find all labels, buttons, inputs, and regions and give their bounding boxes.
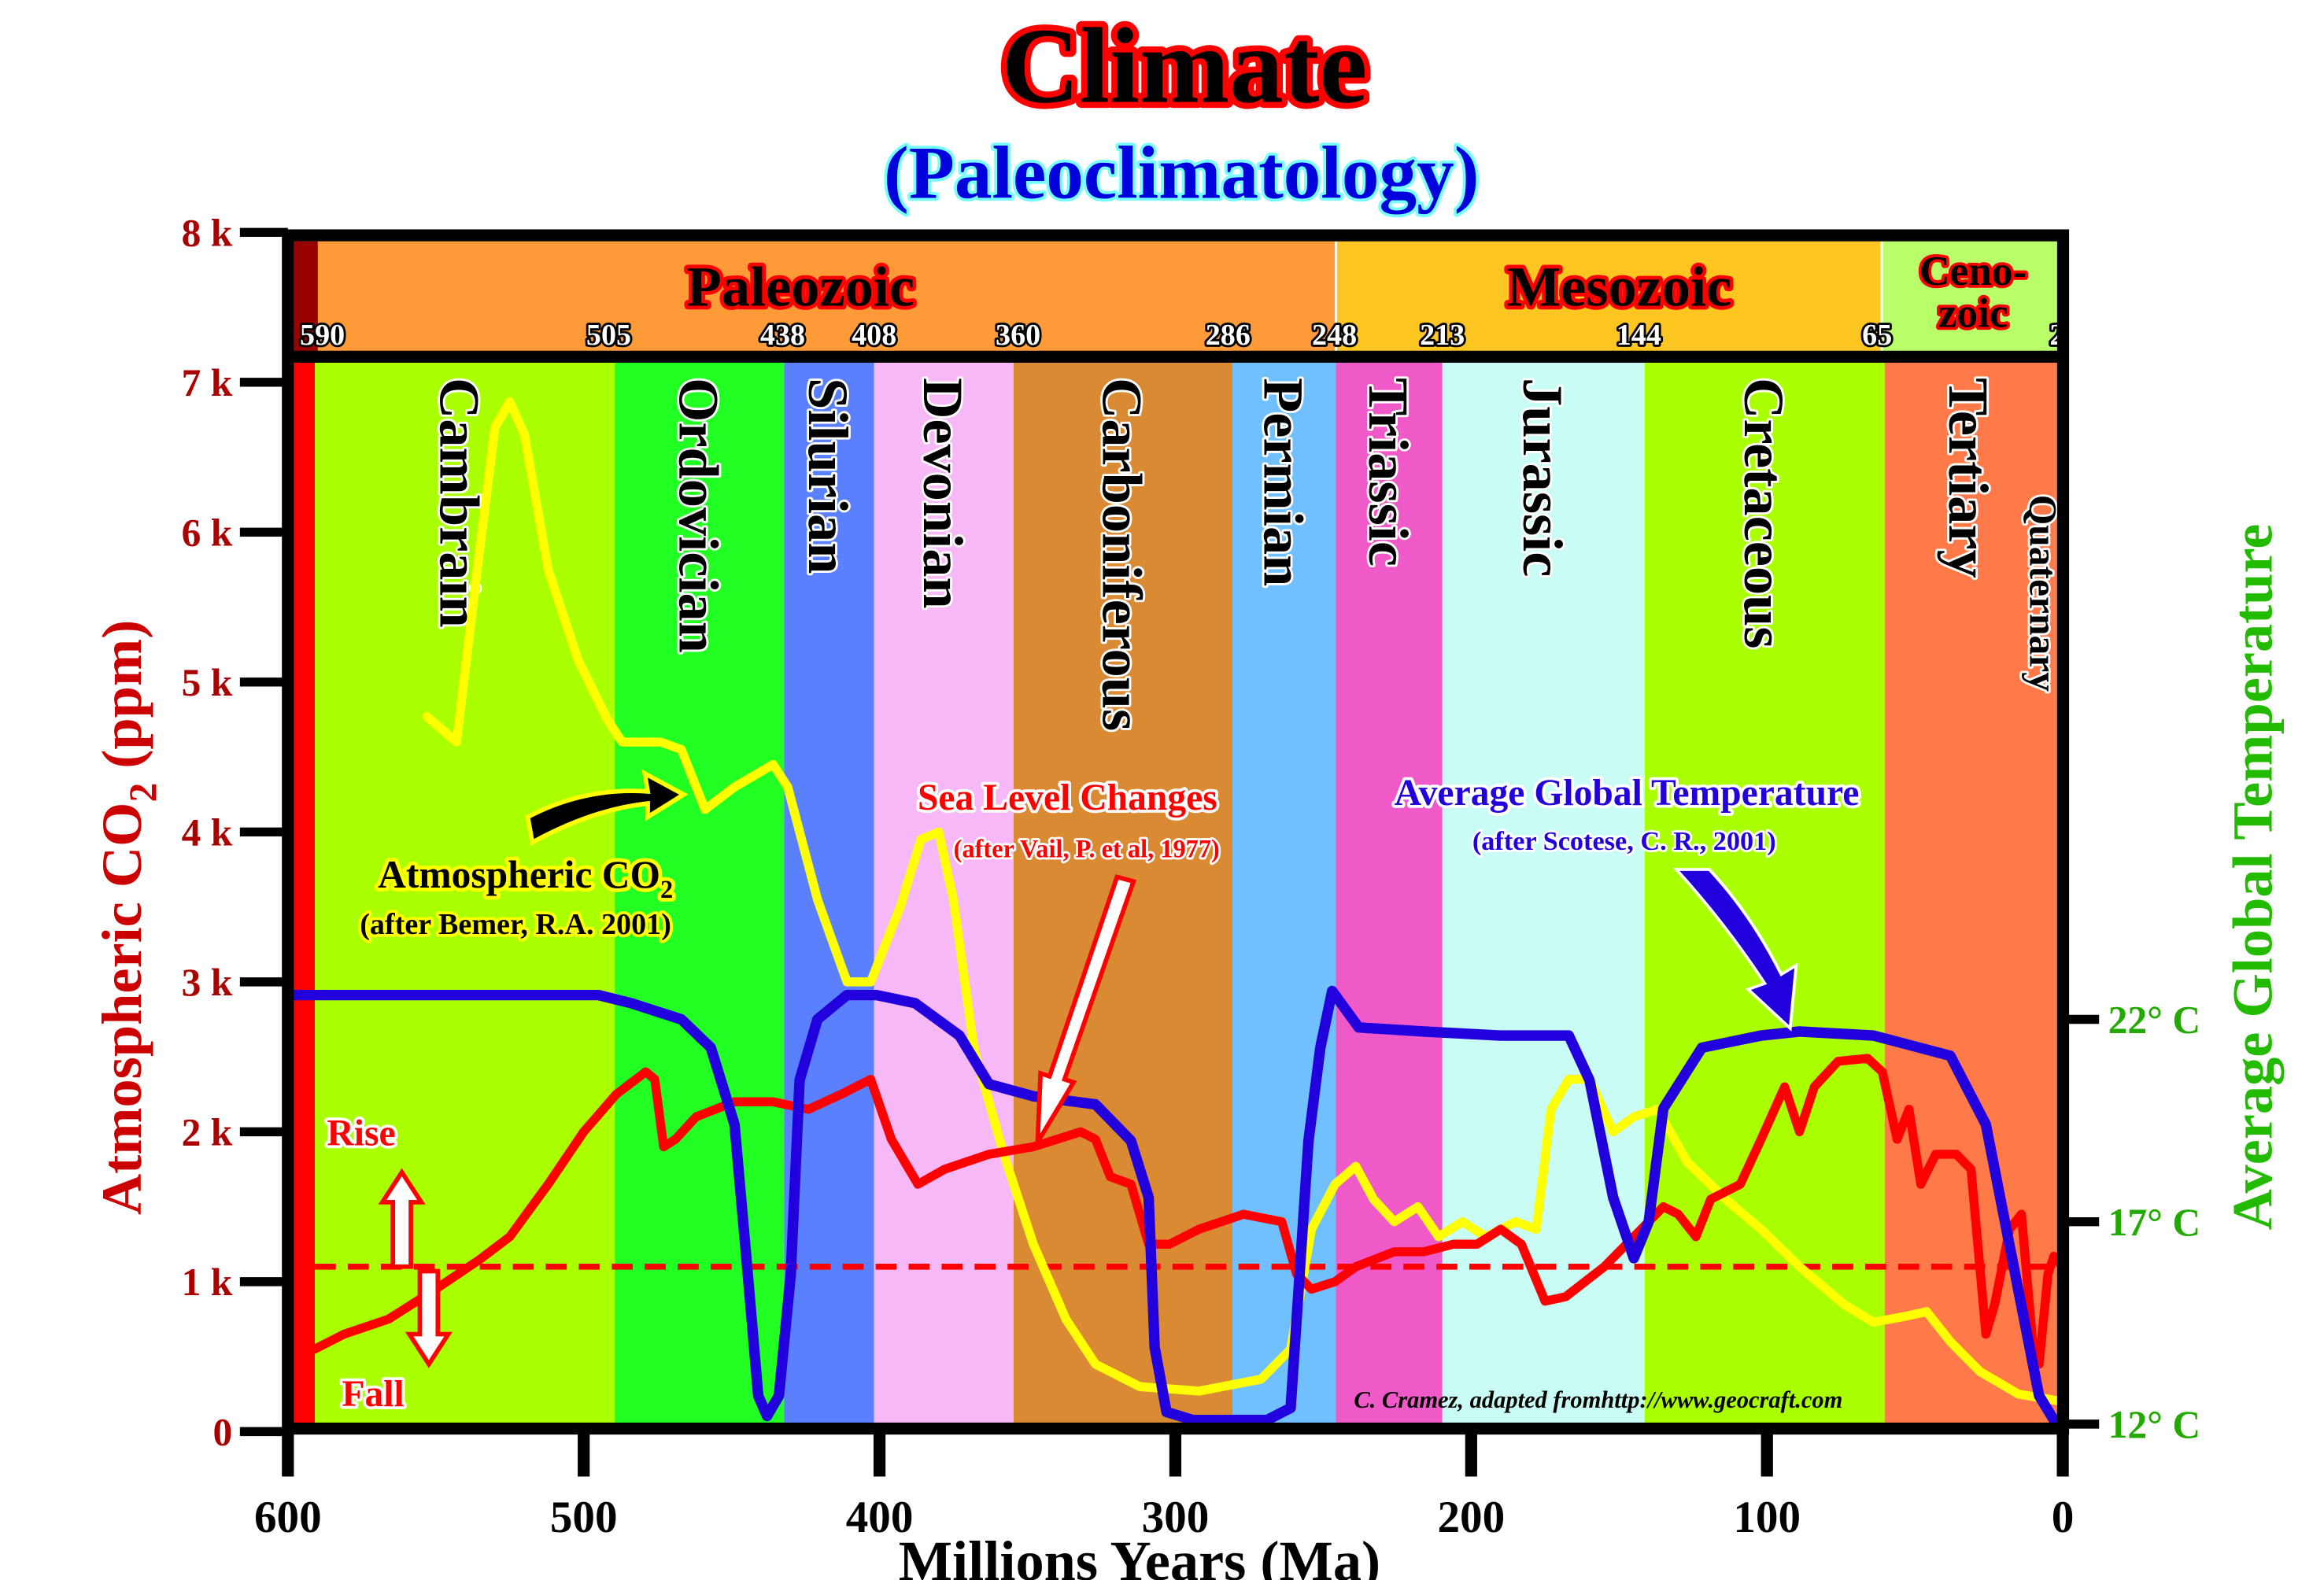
- y-left-tick-label: 5 k: [182, 661, 233, 704]
- rise-label: Rise: [327, 1113, 395, 1154]
- period-band-silurian: [784, 360, 874, 1427]
- period-label: Ordovician: [667, 378, 730, 653]
- co2-source: (after Bemer, R.A. 2001): [360, 908, 671, 941]
- period-label: Permian: [1251, 378, 1315, 586]
- era-strip: [294, 241, 318, 353]
- period-label: Silurian: [796, 378, 860, 574]
- series-line-co2: [422, 397, 2067, 1407]
- boundary-label: 144: [1616, 319, 1661, 352]
- sea-level-arrow: [1035, 874, 1137, 1144]
- x-tick-label: 300: [1142, 1493, 1210, 1542]
- era-bands: Paleozoic Mesozoic Ceno-zoic 590 505 438 408 36…: [294, 241, 2067, 354]
- y-left-tick-label: 1 k: [182, 1261, 233, 1304]
- credit-text: C. Cramez, adapted fromhttp://www.geocra…: [1354, 1386, 1842, 1413]
- y-left-tick-label: 8 k: [182, 211, 233, 254]
- fall-label: Fall: [342, 1374, 404, 1415]
- era-band: [317, 241, 1336, 353]
- y-left-tick-label: 7 k: [182, 361, 233, 404]
- x-axis-label: Millions Years (Ma): [899, 1529, 1380, 1580]
- temperature-source: (after Scotese, C. R., 2001): [1472, 826, 1776, 856]
- x-tick-label: 400: [846, 1493, 914, 1542]
- period-band-cretaceous: [1644, 360, 1885, 1427]
- period-band-jurassic: [1442, 360, 1645, 1427]
- period-band-permian: [1232, 360, 1336, 1427]
- period-labels: Cambrain Ordovician Silurian Devonian Carbon…: [426, 375, 2067, 733]
- series-line-temperature: [288, 985, 2060, 1426]
- era-label: zoic: [1938, 289, 2008, 336]
- x-tick-label: 100: [1733, 1493, 1801, 1542]
- fall-arrow-icon: [405, 1268, 453, 1368]
- annotations: Atmospheric CO2 (after Bemer, R.A. 2001)…: [324, 769, 1862, 1418]
- chart-title: Climate: [1002, 6, 1368, 126]
- boundary-label: 65: [1862, 319, 1892, 352]
- y-right-tick-label: 22° C: [2108, 999, 2200, 1042]
- boundary-label: 248: [1312, 319, 1357, 352]
- y-axis-right-label: Average Global Temperature: [2220, 524, 2284, 1231]
- precambrian-strip: [294, 360, 316, 1427]
- x-tick-label: 0: [2052, 1493, 2075, 1542]
- x-tick-label: 600: [254, 1493, 322, 1542]
- period-label: Jurassic: [1511, 378, 1575, 577]
- period-band-ordovician: [615, 360, 785, 1427]
- sea-level-source: (after Vail, P. et al, 1977): [954, 836, 1220, 864]
- y-left-tick-label: 2 k: [182, 1111, 233, 1154]
- period-label: Carboniferous: [1091, 378, 1155, 731]
- y-axis-left-label: Atmospheric CO2 (ppm): [90, 620, 164, 1216]
- period-band-devonian: [874, 360, 1014, 1427]
- x-tick-label: 200: [1437, 1493, 1505, 1542]
- era-label: Paleozoic: [687, 255, 914, 319]
- period-label: Devonian: [911, 378, 975, 609]
- y-left-tick-label: 0: [213, 1411, 233, 1454]
- era-band: [1336, 241, 1882, 353]
- chart-subtitle: (Paleoclimatology): [884, 131, 1479, 214]
- co2-label: Atmospheric CO2: [378, 853, 673, 904]
- boundary-label: 213: [1420, 319, 1465, 352]
- y-right-tick-label: 12° C: [2108, 1403, 2200, 1446]
- series-line-sea-level: [310, 1054, 2067, 1369]
- y-left-tick-label: 3 k: [182, 961, 233, 1004]
- rise-arrow-icon: [378, 1168, 426, 1269]
- boundary-label: 438: [760, 319, 805, 352]
- period-label: Tertiary: [1937, 378, 2001, 578]
- axes: 600 500 400 300 200 100 0 0 1 k 2 k 3 k 4 k 5 k 6 k 7 …: [182, 211, 2200, 1542]
- x-tick-label: 500: [550, 1493, 618, 1542]
- y-left-tick-label: 4 k: [182, 810, 233, 854]
- era-band: [1881, 241, 2057, 353]
- period-label: Cretaceous: [1732, 378, 1796, 648]
- boundary-label: 360: [996, 319, 1040, 352]
- curves: [288, 397, 2067, 1426]
- period-label: Triassic: [1357, 378, 1421, 567]
- boundary-label: 286: [1206, 319, 1251, 352]
- era-label: Mesozoic: [1507, 255, 1731, 319]
- y-right-tick-label: 17° C: [2108, 1201, 2200, 1244]
- co2-arrow: [525, 769, 689, 847]
- era-label: Ceno-: [1919, 247, 2027, 294]
- boundary-label: 505: [586, 319, 631, 352]
- period-band-cambrain: [315, 360, 615, 1427]
- temperature-label: Average Global Temperature: [1395, 773, 1860, 814]
- boundary-label: 408: [852, 319, 896, 352]
- sea-level-label: Sea Level Changes: [918, 777, 1217, 818]
- boundary-label: 590: [300, 319, 345, 352]
- temperature-arrow: [1672, 868, 1798, 1032]
- y-left-tick-label: 6 k: [182, 511, 233, 554]
